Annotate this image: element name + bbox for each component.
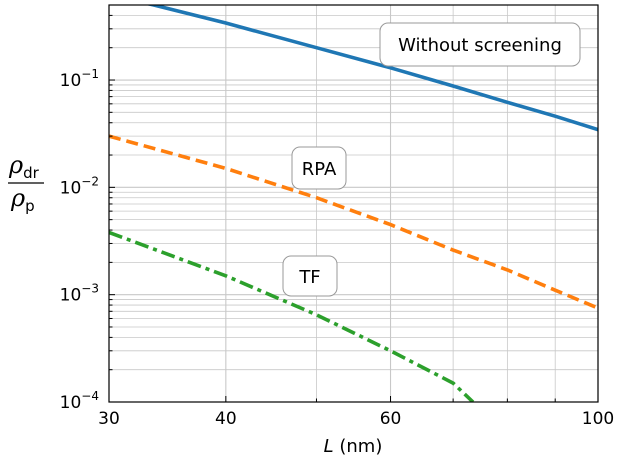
x-tick-label: 30 [98, 409, 120, 429]
y-tick-label: 10−2 [60, 174, 99, 198]
series-line-tf [109, 230, 475, 402]
series-line-without-screening [145, 5, 598, 132]
y-tick-label: 10−4 [60, 389, 99, 413]
x-axis-var: L [324, 436, 334, 457]
y-axis-label: ρdr ρp [8, 151, 44, 215]
annotation-without-screening: Without screening [379, 22, 581, 67]
grid [108, 4, 599, 403]
y-tick-label: 10−1 [60, 67, 99, 91]
ticks: 30 40 60 100 10−4 10−3 10−2 10−1 [60, 4, 614, 429]
y-label-denominator: ρp [10, 184, 35, 215]
y-tick-label: 10−3 [60, 282, 99, 306]
annotation-label: RPA [302, 159, 337, 180]
series-lines [109, 5, 598, 402]
series-line-rpa [109, 134, 598, 310]
x-axis-unit: (nm) [334, 436, 383, 457]
x-axis-label: L (nm) [324, 436, 383, 457]
x-tick-label: 100 [582, 409, 614, 429]
annotation-rpa: RPA [291, 146, 347, 190]
y-label-numerator: ρdr [8, 151, 40, 182]
x-tick-label: 40 [215, 409, 237, 429]
annotation-tf: TF [282, 255, 338, 297]
annotation-label: TF [298, 267, 320, 288]
x-tick-label: 60 [380, 409, 402, 429]
annotation-label: Without screening [398, 35, 562, 56]
